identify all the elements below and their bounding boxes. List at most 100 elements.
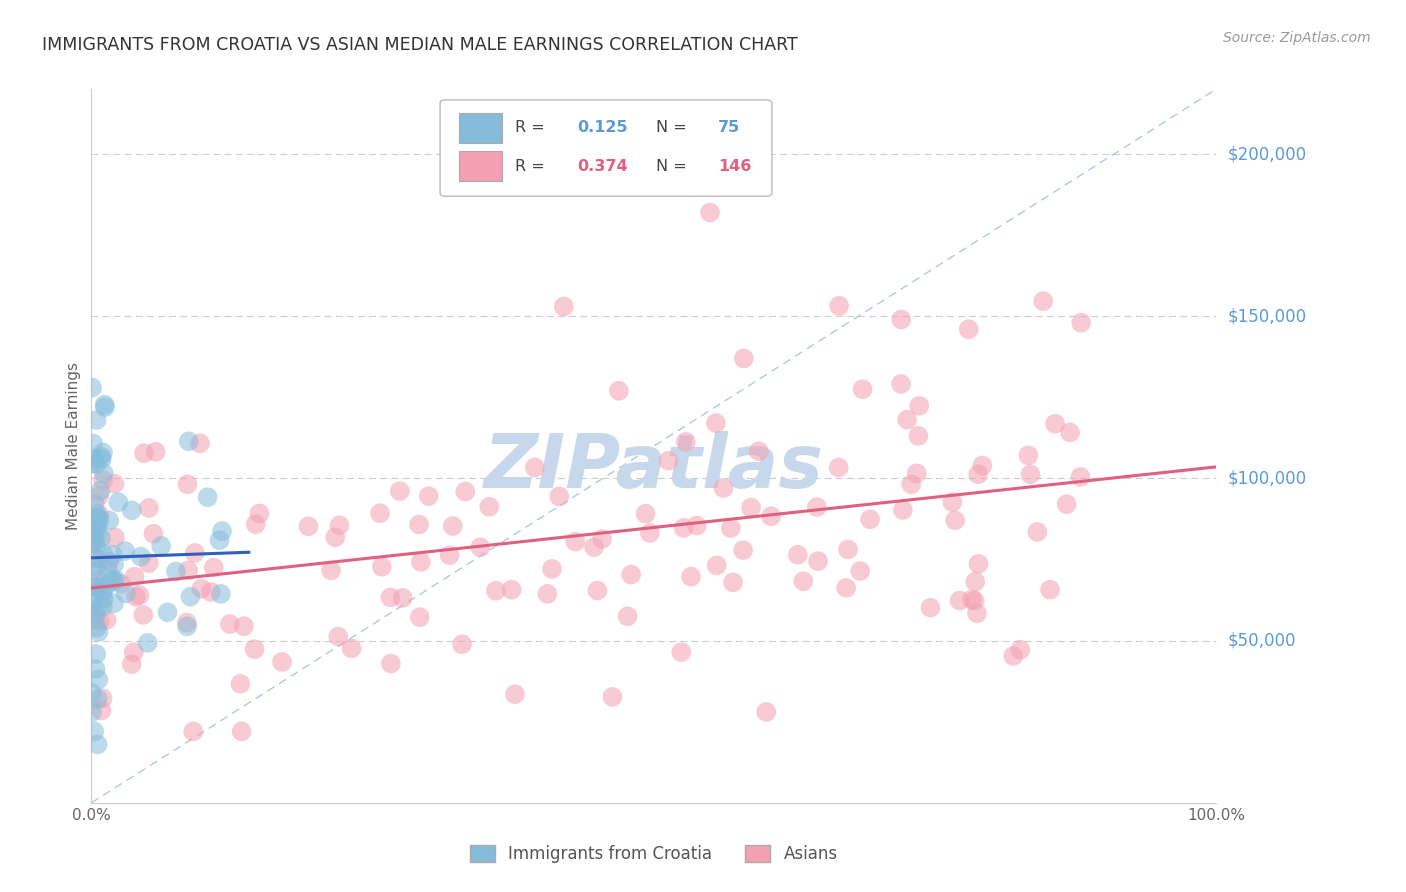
Point (86, 551, 108, 566)
Point (245, 517, 267, 532)
Point (470, 541, 492, 555)
Point (84, 457, 107, 471)
Point (905, 467, 928, 481)
Point (89, 512, 111, 526)
Point (82, 579, 104, 593)
Point (1043, 417, 1066, 431)
Point (340, 641, 363, 656)
Point (328, 630, 350, 644)
Point (138, 556, 160, 570)
Point (103, 596, 125, 610)
Point (188, 436, 211, 450)
Point (229, 677, 252, 691)
Point (209, 587, 232, 601)
Point (409, 555, 432, 569)
Point (80, 705, 103, 719)
Point (121, 657, 143, 672)
Point (380, 591, 402, 605)
Point (80, 686, 103, 700)
Point (634, 507, 657, 521)
Point (835, 581, 858, 595)
Point (82, 436, 104, 450)
Text: 75: 75 (718, 120, 740, 136)
Text: IMMIGRANTS FROM CROATIA VS ASIAN MEDIAN MALE EARNINGS CORRELATION CHART: IMMIGRANTS FROM CROATIA VS ASIAN MEDIAN … (42, 36, 799, 54)
Point (501, 582, 523, 597)
Point (503, 687, 526, 701)
Point (165, 565, 187, 579)
Point (89, 615, 111, 629)
Text: 0.374: 0.374 (578, 159, 628, 174)
Point (849, 564, 872, 578)
Point (720, 521, 742, 535)
Point (323, 530, 346, 544)
Point (132, 446, 155, 460)
Point (82, 601, 104, 615)
Point (93, 467, 115, 481)
Point (124, 569, 146, 583)
Point (98, 555, 121, 569)
Point (586, 583, 609, 598)
Text: Source: ZipAtlas.com: Source: ZipAtlas.com (1223, 31, 1371, 45)
Point (657, 453, 679, 467)
Point (949, 593, 972, 607)
Point (91, 691, 114, 706)
Point (91, 445, 114, 459)
Point (548, 490, 571, 504)
Point (972, 458, 994, 473)
Point (957, 322, 980, 336)
Point (82, 381, 104, 395)
Point (101, 574, 124, 589)
Point (920, 600, 942, 615)
Point (208, 533, 231, 548)
Point (1010, 642, 1032, 657)
Point (94, 400, 117, 414)
Point (380, 657, 402, 671)
Point (98, 514, 121, 528)
Point (1032, 294, 1054, 309)
Point (87, 673, 110, 687)
Point (583, 541, 606, 555)
Point (941, 495, 963, 509)
Point (176, 477, 198, 491)
Point (128, 588, 150, 602)
Point (93, 591, 115, 606)
Point (388, 484, 411, 499)
Point (679, 569, 702, 583)
Point (792, 574, 814, 589)
Point (86, 511, 108, 525)
Point (114, 544, 136, 558)
Point (686, 518, 709, 533)
Point (231, 724, 253, 739)
Point (84, 551, 107, 566)
Point (1056, 497, 1078, 511)
Point (638, 526, 661, 541)
Point (103, 558, 125, 572)
Point (103, 476, 125, 491)
Point (83, 535, 105, 549)
Point (86, 621, 108, 635)
Point (602, 690, 624, 704)
Point (1070, 316, 1092, 330)
Point (86, 507, 108, 521)
Point (96, 613, 118, 627)
Point (181, 724, 204, 739)
Point (607, 384, 630, 398)
Point (733, 543, 755, 558)
Point (86, 738, 108, 752)
Point (1019, 467, 1042, 482)
Point (319, 563, 342, 577)
Text: N =: N = (657, 159, 692, 174)
Text: $150,000: $150,000 (1227, 307, 1306, 326)
Point (86, 603, 108, 617)
Text: $100,000: $100,000 (1227, 469, 1306, 487)
Point (110, 577, 132, 591)
Text: N =: N = (657, 120, 692, 136)
Point (91, 546, 114, 560)
Point (84, 647, 107, 661)
Point (1017, 448, 1039, 462)
Point (83, 724, 105, 739)
Point (733, 351, 755, 366)
Point (890, 376, 912, 391)
Point (125, 590, 148, 604)
Point (107, 495, 129, 509)
